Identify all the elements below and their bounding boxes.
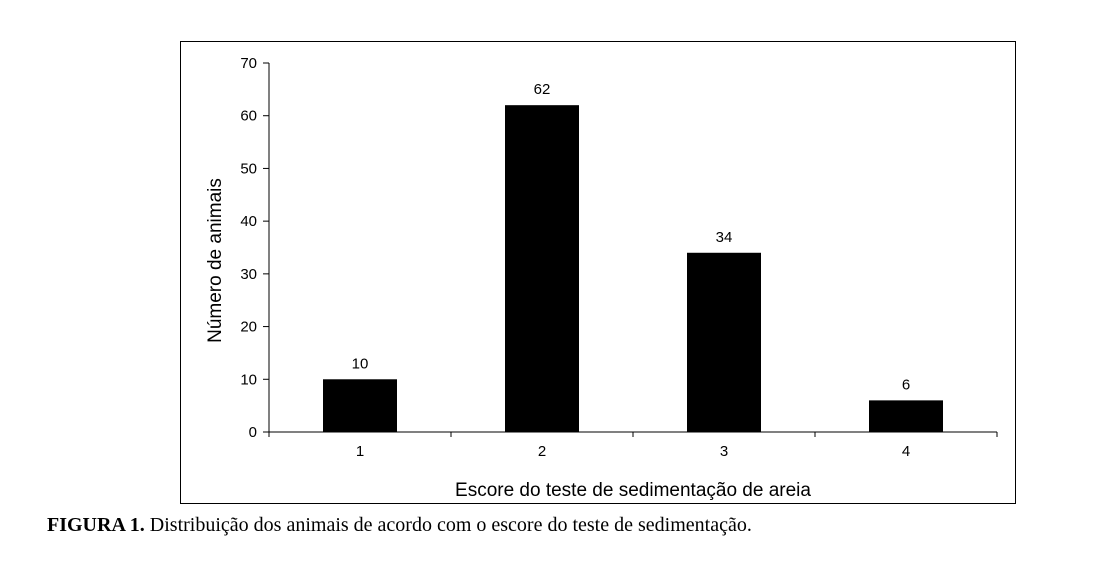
y-tick-label: 20 [240,319,257,336]
x-tick-label: 4 [902,443,910,460]
bar-chart: 0 10 20 30 40 50 60 70 10 1 62 2 34 3 6 4 Escore do test… [205,55,998,501]
bar [323,379,397,432]
data-label: 6 [902,376,910,393]
data-label: 10 [352,355,369,372]
y-tick-label: 70 [240,55,257,72]
figure-caption: FIGURA 1. Distribuição dos animais de ac… [47,514,1087,537]
y-tick-label: 60 [240,108,257,125]
caption-text: Distribuição dos animais de acordo com o… [144,514,752,536]
y-tick-label: 50 [240,160,257,177]
x-tick-label: 1 [356,443,364,460]
chart-frame: 0 10 20 30 40 50 60 70 10 1 62 2 34 3 6 4 Escore do test… [180,41,1016,504]
y-tick-label: 0 [249,424,257,441]
x-tick-label: 3 [720,443,728,460]
y-axis-title: Número de animais [205,178,226,343]
x-axis-title: Escore do teste de sedimentação de areia [455,480,811,501]
caption-label: FIGURA 1. [47,514,145,536]
x-tick-label: 2 [538,443,546,460]
data-label: 62 [534,81,551,98]
y-tick-label: 10 [240,371,257,388]
data-label: 34 [716,229,733,246]
bar [505,105,579,432]
y-tick-label: 40 [240,213,257,230]
bar [687,252,761,432]
bar [869,400,943,432]
y-tick-label: 30 [240,266,257,283]
